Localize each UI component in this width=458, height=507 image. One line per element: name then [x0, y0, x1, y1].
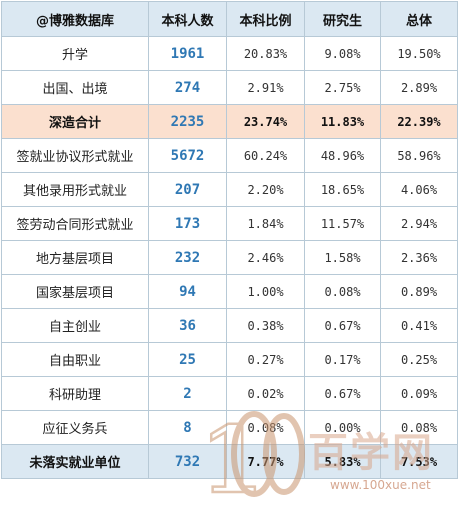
- undergrad-ratio-cell: 7.77%: [226, 444, 305, 479]
- header-graduate: 研究生: [304, 1, 381, 37]
- overall-cell: 0.89%: [380, 274, 458, 309]
- undergrad-count-cell: 8: [148, 410, 227, 445]
- undergrad-ratio-cell: 2.20%: [226, 172, 305, 207]
- table-row: 其他录用形式就业 207 2.20% 18.65% 4.06%: [1, 172, 458, 207]
- row-label: 其他录用形式就业: [1, 172, 149, 207]
- header-undergrad-ratio: 本科比例: [226, 1, 305, 37]
- overall-cell: 0.09%: [380, 376, 458, 411]
- undergrad-ratio-cell: 0.02%: [226, 376, 305, 411]
- undergrad-ratio-cell: 2.46%: [226, 240, 305, 275]
- table-row: 签就业协议形式就业 5672 60.24% 48.96% 58.96%: [1, 138, 458, 173]
- subtotal-row: 深造合计 2235 23.74% 11.83% 22.39%: [1, 104, 458, 139]
- undergrad-count-cell: 732: [148, 444, 227, 479]
- row-label: 地方基层项目: [1, 240, 149, 275]
- overall-cell: 58.96%: [380, 138, 458, 173]
- overall-cell: 7.53%: [380, 444, 458, 479]
- watermark-url: www.100xue.net: [330, 478, 431, 492]
- row-label: 科研助理: [1, 376, 149, 411]
- graduate-cell: 11.83%: [304, 104, 381, 139]
- header-undergrad-count: 本科人数: [148, 1, 227, 37]
- undergrad-count-cell: 2235: [148, 104, 227, 139]
- undergrad-count-cell: 274: [148, 70, 227, 105]
- table-row: 出国、出境 274 2.91% 2.75% 2.89%: [1, 70, 458, 105]
- overall-cell: 2.89%: [380, 70, 458, 105]
- row-label: 国家基层项目: [1, 274, 149, 309]
- overall-cell: 0.08%: [380, 410, 458, 445]
- graduate-cell: 0.17%: [304, 342, 381, 377]
- table-row: 国家基层项目 94 1.00% 0.08% 0.89%: [1, 274, 458, 309]
- undergrad-count-cell: 36: [148, 308, 227, 343]
- undergrad-ratio-cell: 60.24%: [226, 138, 305, 173]
- overall-cell: 22.39%: [380, 104, 458, 139]
- row-label: 出国、出境: [1, 70, 149, 105]
- undergrad-ratio-cell: 1.84%: [226, 206, 305, 241]
- undergrad-count-cell: 2: [148, 376, 227, 411]
- undergrad-count-cell: 5672: [148, 138, 227, 173]
- undergrad-count-cell: 25: [148, 342, 227, 377]
- undergrad-ratio-cell: 1.00%: [226, 274, 305, 309]
- row-label: 深造合计: [1, 104, 149, 139]
- graduate-cell: 2.75%: [304, 70, 381, 105]
- table-row: 自主创业 36 0.38% 0.67% 0.41%: [1, 308, 458, 343]
- graduate-cell: 9.08%: [304, 36, 381, 71]
- undergrad-ratio-cell: 20.83%: [226, 36, 305, 71]
- undergrad-ratio-cell: 0.38%: [226, 308, 305, 343]
- row-label: 自由职业: [1, 342, 149, 377]
- graduate-cell: 11.57%: [304, 206, 381, 241]
- graduate-cell: 5.83%: [304, 444, 381, 479]
- undergrad-ratio-cell: 23.74%: [226, 104, 305, 139]
- undergrad-count-cell: 1961: [148, 36, 227, 71]
- graduate-cell: 18.65%: [304, 172, 381, 207]
- row-label: 签劳动合同形式就业: [1, 206, 149, 241]
- row-label: 升学: [1, 36, 149, 71]
- header-source: @博雅数据库: [1, 1, 149, 37]
- overall-cell: 2.36%: [380, 240, 458, 275]
- table-row: 地方基层项目 232 2.46% 1.58% 2.36%: [1, 240, 458, 275]
- graduate-cell: 0.67%: [304, 376, 381, 411]
- row-label: 未落实就业单位: [1, 444, 149, 479]
- table-row: 应征义务兵 8 0.08% 0.00% 0.08%: [1, 410, 458, 445]
- table-header-row: @博雅数据库 本科人数 本科比例 研究生 总体: [1, 1, 458, 37]
- undergrad-ratio-cell: 2.91%: [226, 70, 305, 105]
- header-overall: 总体: [380, 1, 458, 37]
- undergrad-ratio-cell: 0.27%: [226, 342, 305, 377]
- undergrad-count-cell: 173: [148, 206, 227, 241]
- overall-cell: 4.06%: [380, 172, 458, 207]
- overall-cell: 0.41%: [380, 308, 458, 343]
- undergrad-count-cell: 232: [148, 240, 227, 275]
- table-row: 自由职业 25 0.27% 0.17% 0.25%: [1, 342, 458, 377]
- undergrad-count-cell: 94: [148, 274, 227, 309]
- graduate-cell: 0.00%: [304, 410, 381, 445]
- overall-cell: 19.50%: [380, 36, 458, 71]
- row-label: 应征义务兵: [1, 410, 149, 445]
- unemployed-row: 未落实就业单位 732 7.77% 5.83% 7.53%: [1, 444, 458, 479]
- undergrad-count-cell: 207: [148, 172, 227, 207]
- graduate-cell: 0.67%: [304, 308, 381, 343]
- overall-cell: 0.25%: [380, 342, 458, 377]
- row-label: 签就业协议形式就业: [1, 138, 149, 173]
- table-row: 升学 1961 20.83% 9.08% 19.50%: [1, 36, 458, 71]
- graduate-cell: 1.58%: [304, 240, 381, 275]
- table-row: 签劳动合同形式就业 173 1.84% 11.57% 2.94%: [1, 206, 458, 241]
- table-row: 科研助理 2 0.02% 0.67% 0.09%: [1, 376, 458, 411]
- row-label: 自主创业: [1, 308, 149, 343]
- employment-statistics-table: @博雅数据库 本科人数 本科比例 研究生 总体 升学 1961 20.83% 9…: [1, 1, 458, 479]
- graduate-cell: 0.08%: [304, 274, 381, 309]
- graduate-cell: 48.96%: [304, 138, 381, 173]
- undergrad-ratio-cell: 0.08%: [226, 410, 305, 445]
- overall-cell: 2.94%: [380, 206, 458, 241]
